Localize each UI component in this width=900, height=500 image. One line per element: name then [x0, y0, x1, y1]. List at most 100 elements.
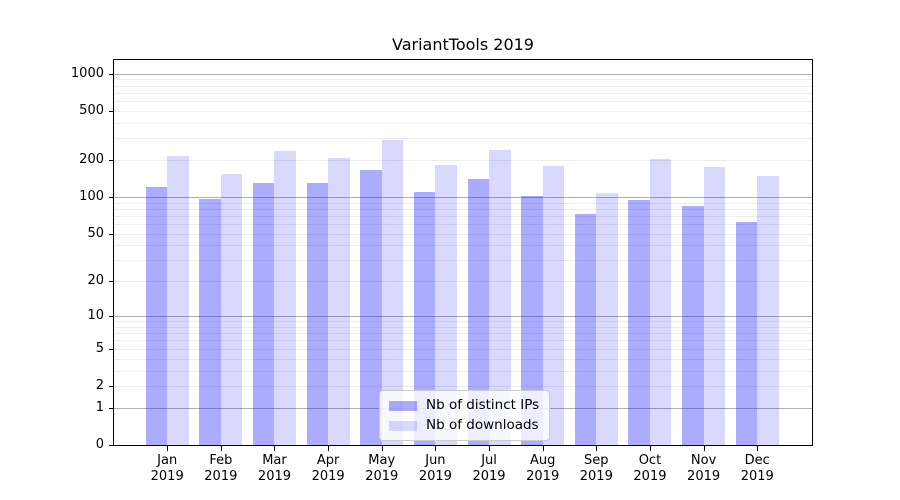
x-tick-mark	[649, 446, 651, 451]
minor-gridline	[114, 224, 812, 226]
x-tick-mark	[381, 446, 383, 451]
legend-row: Nb of downloads	[389, 418, 539, 433]
x-tick-label: Jun 2019	[418, 453, 452, 484]
major-gridline	[114, 73, 812, 75]
bar	[220, 174, 243, 445]
minor-gridline	[114, 215, 812, 217]
minor-gridline	[114, 358, 812, 360]
x-tick-mark	[703, 446, 705, 451]
bar	[306, 183, 329, 445]
minor-gridline	[114, 208, 812, 210]
bar	[596, 192, 618, 445]
y-tick-label: 500	[79, 102, 104, 118]
x-tick-mark	[757, 446, 759, 451]
y-tick-label: 10	[87, 308, 104, 324]
bar	[252, 183, 275, 445]
minor-gridline	[114, 245, 812, 247]
x-tick-mark	[542, 446, 544, 451]
legend-row: Nb of distinct IPs	[389, 398, 539, 413]
y-tick-mark	[109, 445, 114, 446]
bar	[145, 187, 168, 445]
y-tick-mark	[109, 385, 114, 387]
plot-area	[113, 59, 813, 446]
x-tick-label: Feb 2019	[204, 453, 238, 484]
y-tick-mark	[109, 160, 114, 162]
bar	[649, 158, 672, 445]
minor-gridline	[114, 340, 812, 342]
x-tick-label: Jul 2019	[472, 453, 506, 484]
y-tick-label: 50	[87, 225, 104, 241]
bar	[628, 199, 650, 445]
y-tick-label: 5	[95, 340, 104, 356]
bar	[360, 170, 382, 445]
legend-label: Nb of distinct IPs	[426, 397, 540, 413]
y-tick-mark	[109, 407, 114, 409]
bar	[467, 179, 490, 445]
bar	[413, 191, 436, 445]
y-tick-mark	[109, 73, 114, 75]
minor-gridline	[114, 138, 812, 140]
legend-swatch	[389, 400, 417, 411]
bar	[521, 195, 543, 445]
minor-gridline	[114, 122, 812, 124]
x-tick-label: Dec 2019	[740, 453, 774, 484]
bar	[574, 214, 597, 445]
minor-gridline	[114, 233, 812, 235]
y-tick-mark	[109, 316, 114, 318]
minor-gridline	[114, 333, 812, 335]
y-tick-label: 0	[95, 437, 104, 452]
x-tick-mark	[435, 446, 437, 451]
chart-title: VariantTools 2019	[392, 35, 534, 54]
minor-gridline	[114, 370, 812, 372]
x-tick-mark	[274, 446, 276, 451]
y-tick-label: 2	[95, 377, 104, 393]
minor-gridline	[114, 202, 812, 204]
x-tick-label: Jan 2019	[150, 453, 184, 484]
x-tick-label: Mar 2019	[257, 453, 292, 484]
bar	[542, 166, 565, 445]
minor-gridline	[114, 101, 812, 103]
y-tick-mark	[109, 233, 114, 235]
y-tick-mark	[109, 197, 114, 199]
x-tick-label: Nov 2019	[687, 453, 721, 484]
x-tick-mark	[489, 446, 491, 451]
minor-gridline	[114, 326, 812, 328]
y-tick-mark	[109, 110, 114, 112]
x-tick-label: Aug 2019	[526, 453, 560, 484]
bar	[682, 206, 704, 445]
minor-gridline	[114, 321, 812, 323]
bar	[435, 164, 457, 445]
x-tick-label: Apr 2019	[311, 453, 345, 484]
bar	[381, 140, 404, 445]
x-tick-label: May 2019	[365, 453, 399, 484]
minor-gridline	[114, 348, 812, 350]
y-tick-label: 1000	[70, 65, 104, 81]
minor-gridline	[114, 385, 812, 387]
bar	[328, 158, 350, 445]
x-tick-mark	[220, 446, 222, 451]
minor-gridline	[114, 85, 812, 87]
bar	[703, 166, 726, 445]
legend-label: Nb of downloads	[426, 417, 539, 433]
minor-gridline	[114, 260, 812, 262]
bar	[199, 198, 221, 445]
legend-swatch	[389, 420, 417, 431]
minor-gridline	[114, 79, 812, 81]
bar	[167, 156, 189, 445]
x-tick-label: Sep 2019	[579, 453, 613, 484]
x-tick-mark	[596, 446, 598, 451]
bar	[757, 176, 779, 445]
y-tick-mark	[109, 281, 114, 283]
y-tick-label: 200	[79, 152, 104, 168]
minor-gridline	[114, 281, 812, 283]
x-tick-label: Oct 2019	[633, 453, 667, 484]
y-tick-label: 1	[95, 399, 104, 415]
bar	[274, 151, 296, 445]
x-tick-mark	[328, 446, 330, 451]
x-tick-mark	[167, 446, 169, 451]
y-tick-label: 100	[79, 189, 104, 205]
minor-gridline	[114, 110, 812, 112]
minor-gridline	[114, 160, 812, 162]
bar	[489, 150, 511, 445]
